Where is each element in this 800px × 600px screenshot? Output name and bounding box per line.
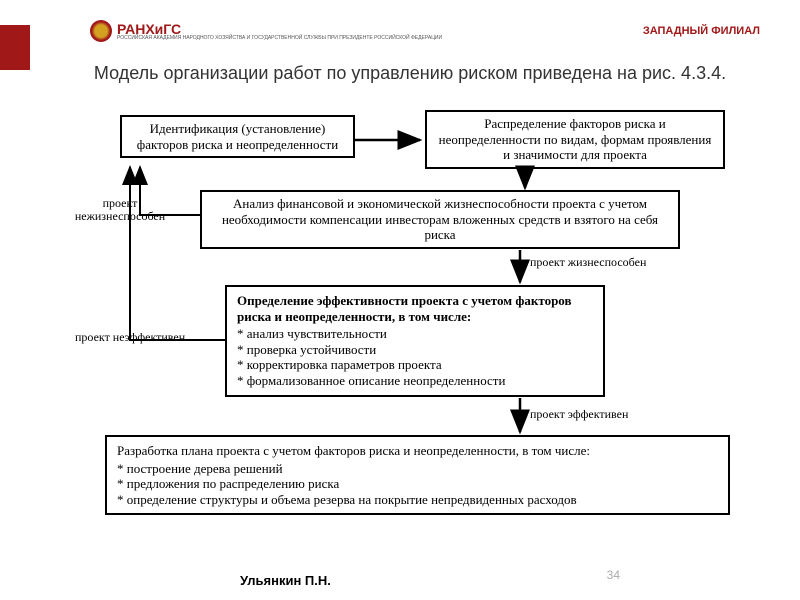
- logo-emblem-icon: [90, 20, 112, 42]
- brand-accent-bar: [0, 25, 30, 70]
- label-zhiznesposoben: проект жизнеспособен: [530, 255, 646, 270]
- box5-head: Разработка плана проекта с учетом фактор…: [117, 443, 590, 458]
- box5-bullet-1: * предложения по распределению риска: [117, 476, 718, 492]
- box4-head: Определение эффективности проекта с учет…: [237, 293, 572, 324]
- slide-header: РАНХиГС РОССИЙСКАЯ АКАДЕМИЯ НАРОДНОГО ХО…: [90, 20, 760, 42]
- box2-text: Распределение факторов риска и неопредел…: [439, 116, 712, 162]
- flow-box-analysis: Анализ финансовой и экономической жизнес…: [200, 190, 680, 249]
- flow-box-identification: Идентификация (установление) факторов ри…: [120, 115, 355, 158]
- logo: РАНХиГС РОССИЙСКАЯ АКАДЕМИЯ НАРОДНОГО ХО…: [90, 20, 442, 42]
- page-number: 34: [607, 568, 620, 582]
- label-effektiven: проект эффективен: [530, 407, 628, 422]
- box1-text: Идентификация (установление) факторов ри…: [137, 121, 338, 152]
- box5-bullet-2: * определение структуры и объема резерва…: [117, 492, 718, 508]
- box4-bullet-3: * формализованное описание неопределенно…: [237, 373, 593, 389]
- flow-box-effectiveness: Определение эффективности проекта с учет…: [225, 285, 605, 397]
- slide-title: Модель организации работ по управлению р…: [50, 63, 770, 84]
- box5-bullets: * построение дерева решений * предложени…: [117, 461, 718, 508]
- branch-label: ЗАПАДНЫЙ ФИЛИАЛ: [643, 25, 760, 37]
- logo-sub-text: РОССИЙСКАЯ АКАДЕМИЯ НАРОДНОГО ХОЗЯЙСТВА …: [117, 36, 442, 41]
- box4-bullet-1: * проверка устойчивости: [237, 342, 593, 358]
- box4-bullet-2: * корректировка параметров проекта: [237, 357, 593, 373]
- label-nezhiznesposoben: проект нежизнеспособен: [70, 197, 170, 223]
- logo-main-text: РАНХиГС: [117, 22, 442, 36]
- box4-bullets: * анализ чувствительности * проверка уст…: [237, 326, 593, 388]
- flow-box-plan: Разработка плана проекта с учетом фактор…: [105, 435, 730, 515]
- box4-bullet-0: * анализ чувствительности: [237, 326, 593, 342]
- label-neeffektiven: проект неэффективен: [75, 330, 185, 345]
- box3-text: Анализ финансовой и экономической жизнес…: [222, 196, 658, 242]
- flow-box-distribution: Распределение факторов риска и неопредел…: [425, 110, 725, 169]
- flowchart-diagram: Идентификация (установление) факторов ри…: [80, 115, 760, 545]
- box5-bullet-0: * построение дерева решений: [117, 461, 718, 477]
- footer-author: Ульянкин П.Н.: [240, 573, 331, 588]
